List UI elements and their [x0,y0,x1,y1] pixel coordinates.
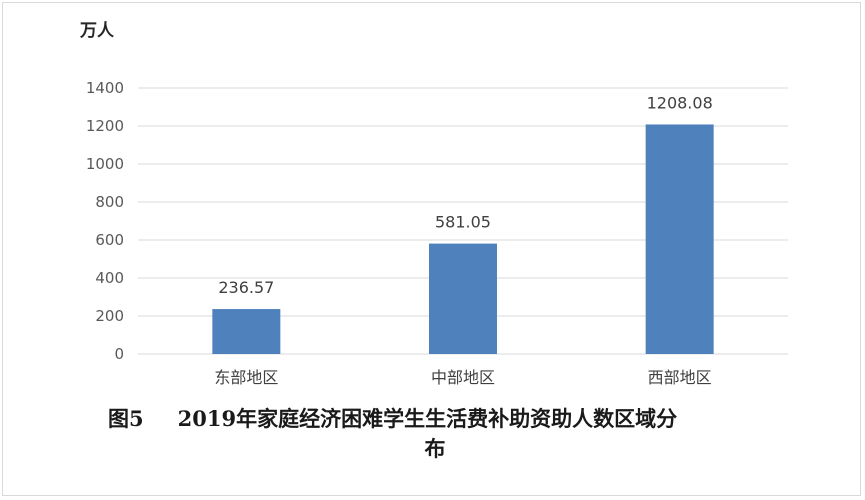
y-axis-ticks: 0 200 400 600 800 1000 1200 1400 [86,79,124,363]
figure-number: 图5 [108,406,144,431]
x-category-label: 东部地区 [214,368,278,387]
bars [212,124,714,354]
y-tick-label: 1200 [86,117,124,135]
caption-title-line1: 2019年家庭经济困难学生生活费补助资助人数区域分 [177,406,678,431]
data-labels: 236.57 581.05 1208.08 [218,93,712,297]
y-tick-label: 600 [95,231,124,249]
bar [429,243,497,354]
x-category-label: 西部地区 [648,368,712,387]
data-label: 1208.08 [647,93,713,112]
y-tick-label: 400 [95,269,124,287]
bar [212,309,281,354]
y-tick-label: 0 [114,345,124,363]
x-category-label: 中部地区 [431,368,495,387]
y-tick-label: 1000 [86,155,124,173]
y-axis-unit-label: 万人 [79,21,115,41]
bar [645,124,714,354]
caption-title-line2: 布 [424,436,446,461]
y-tick-label: 200 [95,307,124,325]
y-tick-label: 800 [95,193,124,211]
data-label: 581.05 [435,213,491,232]
x-axis-labels: 东部地区 中部地区 西部地区 [214,368,711,387]
data-label: 236.57 [218,278,274,297]
y-tick-label: 1400 [86,79,124,97]
figure-caption: 图5 2019年家庭经济困难学生生活费补助资助人数区域分 布 [90,404,780,464]
